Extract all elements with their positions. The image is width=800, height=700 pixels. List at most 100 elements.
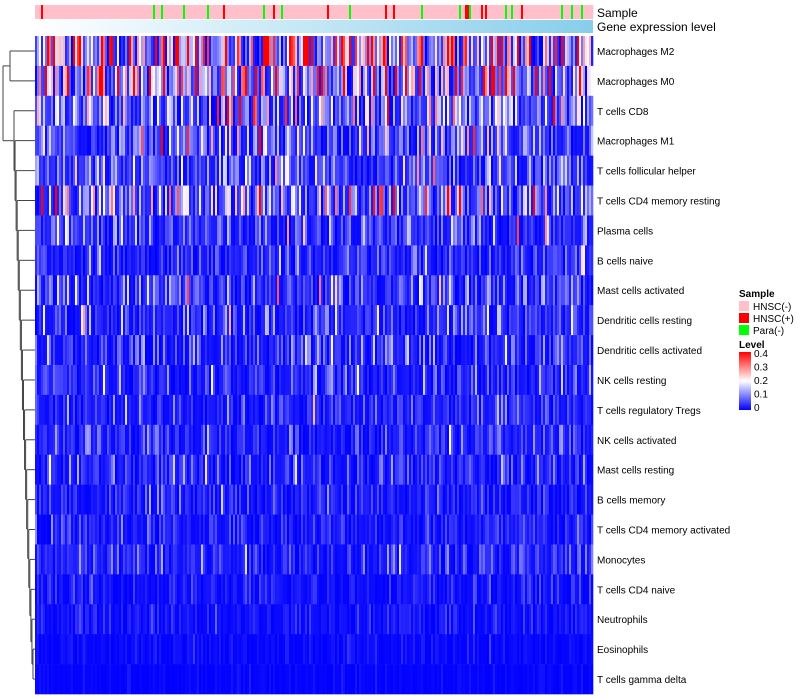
heatmap-cell bbox=[349, 305, 352, 336]
heatmap-cell bbox=[299, 155, 302, 186]
heatmap-cell bbox=[475, 365, 478, 396]
heatmap-cell bbox=[539, 36, 542, 67]
heatmap-cell bbox=[503, 155, 506, 186]
heatmap-cell bbox=[297, 335, 300, 366]
heatmap-cell bbox=[549, 185, 552, 216]
heatmap-cell bbox=[119, 155, 122, 186]
heatmap-cell bbox=[345, 394, 348, 426]
heatmap-cell bbox=[509, 95, 512, 127]
heatmap-cell bbox=[569, 36, 572, 67]
sample-cell bbox=[187, 5, 190, 19]
heatmap-cell bbox=[429, 305, 432, 336]
sample-cell bbox=[559, 5, 562, 19]
heatmap-cell bbox=[213, 484, 216, 515]
heatmap-cell bbox=[457, 454, 460, 485]
heatmap-cell bbox=[553, 424, 556, 456]
heatmap-cell bbox=[89, 185, 92, 216]
heatmap-cell bbox=[167, 484, 170, 515]
heatmap-cell bbox=[111, 36, 114, 67]
heatmap-cell bbox=[269, 514, 272, 545]
heatmap-cell bbox=[75, 215, 78, 246]
heatmap-cell bbox=[485, 454, 488, 485]
heatmap-cell bbox=[405, 365, 408, 396]
heatmap-cell bbox=[393, 155, 396, 186]
heatmap-cell bbox=[503, 245, 506, 276]
heatmap-cell bbox=[429, 36, 432, 67]
heatmap-cell bbox=[273, 36, 276, 67]
heatmap-cell bbox=[153, 365, 156, 396]
heatmap-cell bbox=[309, 394, 312, 426]
heatmap-cell bbox=[57, 484, 60, 515]
heatmap-cell bbox=[203, 125, 206, 156]
heatmap-cell bbox=[239, 305, 242, 336]
heatmap-cell bbox=[173, 65, 176, 97]
heatmap-cell bbox=[243, 365, 246, 396]
heatmap-cell bbox=[277, 95, 280, 127]
heatmap-cell bbox=[491, 514, 494, 545]
heatmap-cell bbox=[87, 155, 90, 186]
heatmap-cell bbox=[543, 275, 546, 306]
heatmap-cell bbox=[209, 185, 212, 216]
heatmap-cell bbox=[547, 365, 550, 396]
heatmap-cell bbox=[467, 365, 470, 396]
heatmap-cell bbox=[265, 454, 268, 485]
heatmap-cell bbox=[451, 65, 454, 97]
heatmap-cell bbox=[379, 394, 382, 426]
heatmap-cell bbox=[335, 514, 338, 545]
heatmap-cell bbox=[393, 424, 396, 456]
heatmap-cell bbox=[151, 514, 154, 545]
sample-cell bbox=[519, 5, 522, 19]
heatmap-cell bbox=[189, 36, 192, 67]
heatmap-cell bbox=[471, 305, 474, 336]
heatmap-cell bbox=[127, 95, 130, 127]
heatmap-cell bbox=[447, 394, 450, 426]
heatmap-cell bbox=[271, 65, 274, 97]
heatmap-cell bbox=[469, 245, 472, 276]
heatmap-cell bbox=[105, 155, 108, 186]
heatmap-cell bbox=[363, 484, 366, 515]
heatmap-cell bbox=[383, 394, 386, 426]
heatmap-cell bbox=[287, 484, 290, 515]
heatmap-cell bbox=[515, 335, 518, 366]
heatmap-cell bbox=[41, 394, 44, 426]
heatmap-cell bbox=[229, 185, 232, 216]
heatmap-cell bbox=[551, 65, 554, 97]
heatmap-cell bbox=[485, 65, 488, 97]
sample-cell bbox=[331, 5, 334, 19]
heatmap-cell bbox=[469, 95, 472, 127]
heatmap-cell bbox=[47, 394, 50, 426]
heatmap-cell bbox=[365, 155, 368, 186]
heatmap-cell bbox=[265, 65, 268, 97]
heatmap-cell bbox=[553, 36, 556, 67]
heatmap-cell bbox=[363, 155, 366, 186]
heatmap-cell bbox=[535, 275, 538, 306]
heatmap-cell bbox=[321, 155, 324, 186]
heatmap-cell bbox=[561, 484, 564, 515]
heatmap-cell bbox=[199, 454, 202, 485]
heatmap-cell bbox=[199, 245, 202, 276]
heatmap-cell bbox=[515, 36, 518, 67]
heatmap-cell bbox=[93, 215, 96, 246]
sample-cell bbox=[85, 5, 88, 19]
heatmap-cell bbox=[441, 394, 444, 426]
heatmap-cell bbox=[113, 36, 116, 67]
heatmap-cell bbox=[365, 275, 368, 306]
heatmap-cell bbox=[393, 95, 396, 127]
heatmap-cell bbox=[43, 185, 46, 216]
sample-cell bbox=[267, 5, 270, 19]
heatmap-cell bbox=[397, 125, 400, 156]
heatmap-cell bbox=[433, 514, 436, 545]
heatmap-cell bbox=[427, 335, 430, 366]
heatmap-cell bbox=[277, 36, 280, 67]
heatmap-cell bbox=[367, 65, 370, 97]
heatmap-cell bbox=[217, 155, 220, 186]
heatmap-cell bbox=[185, 65, 188, 97]
heatmap-cell bbox=[577, 305, 580, 336]
heatmap-cell bbox=[473, 215, 476, 246]
heatmap-cell bbox=[311, 245, 314, 276]
heatmap-cell bbox=[367, 95, 370, 127]
heatmap-cell bbox=[415, 185, 418, 216]
heatmap-cell bbox=[303, 454, 306, 485]
heatmap-cell bbox=[409, 125, 412, 156]
heatmap-cell bbox=[583, 155, 586, 186]
